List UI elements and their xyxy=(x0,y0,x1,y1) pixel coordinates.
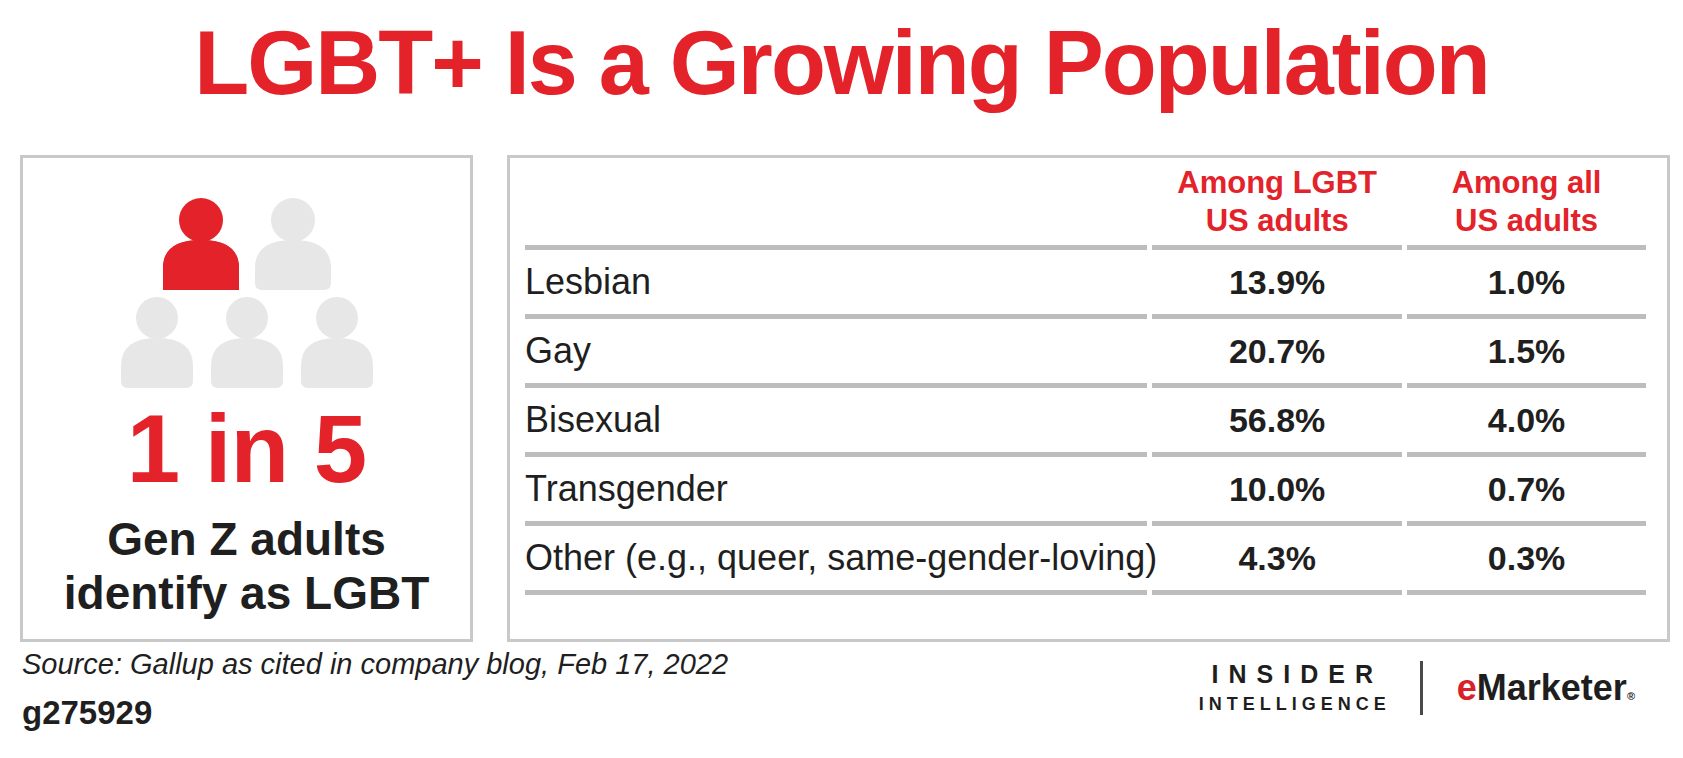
row-value-all: 1.5% xyxy=(1407,319,1646,388)
insider-logo-line2: INTELLIGENCE xyxy=(1199,694,1391,715)
infographic-canvas: LGBT+ Is a Growing Population xyxy=(0,0,1683,758)
person-icon-gray xyxy=(211,297,283,388)
highlight-panel: 1 in 5 Gen Z adults identify as LGBT xyxy=(20,155,473,642)
table-row: Transgender 10.0% 0.7% xyxy=(525,457,1646,526)
source-note: Source: Gallup as cited in company blog,… xyxy=(22,648,728,681)
table-corner-cell xyxy=(525,158,1147,250)
table-row: Gay 20.7% 1.5% xyxy=(525,319,1646,388)
emarketer-e-icon: e xyxy=(1457,667,1477,708)
row-value-all: 1.0% xyxy=(1407,250,1646,319)
table-row: Lesbian 13.9% 1.0% xyxy=(525,250,1646,319)
people-crowd-icon xyxy=(121,198,373,390)
person-icon-gray xyxy=(255,198,331,290)
stat-description-line2: identify as LGBT xyxy=(23,566,470,620)
chart-id: g275929 xyxy=(22,694,152,732)
row-value-all: 0.7% xyxy=(1407,457,1646,526)
brand-logos: INSIDER INTELLIGENCE eMarketer® xyxy=(1199,660,1635,715)
row-value-all: 4.0% xyxy=(1407,388,1646,457)
stat-value: 1 in 5 xyxy=(23,401,470,497)
stat-description: Gen Z adults identify as LGBT xyxy=(23,512,470,621)
registered-trademark-icon: ® xyxy=(1627,690,1635,702)
row-value-lgbt: 10.0% xyxy=(1152,457,1402,526)
row-value-lgbt: 13.9% xyxy=(1152,250,1402,319)
row-value-lgbt: 56.8% xyxy=(1152,388,1402,457)
person-icon-gray xyxy=(301,297,373,388)
logo-divider xyxy=(1420,661,1423,715)
column-header-among-all: Among all US adults xyxy=(1407,158,1646,250)
insider-logo-line1: INSIDER xyxy=(1199,660,1396,689)
insider-intelligence-logo: INSIDER INTELLIGENCE xyxy=(1199,660,1386,715)
table-row: Other (e.g., queer, same-gender-loving) … xyxy=(525,526,1646,595)
row-value-lgbt: 4.3% xyxy=(1152,526,1402,595)
table-header-row: Among LGBT US adults Among all US adults xyxy=(525,158,1646,250)
stat-description-line1: Gen Z adults xyxy=(23,512,470,566)
row-label: Other (e.g., queer, same-gender-loving) xyxy=(525,526,1147,595)
data-table-panel: Among LGBT US adults Among all US adults… xyxy=(507,155,1670,642)
row-label: Gay xyxy=(525,319,1147,388)
row-label: Transgender xyxy=(525,457,1147,526)
chart-title: LGBT+ Is a Growing Population xyxy=(0,16,1683,111)
stats-table: Among LGBT US adults Among all US adults… xyxy=(520,158,1651,595)
row-label: Bisexual xyxy=(525,388,1147,457)
emarketer-wordmark: Marketer xyxy=(1477,667,1627,708)
table-row: Bisexual 56.8% 4.0% xyxy=(525,388,1646,457)
column-header-among-lgbt: Among LGBT US adults xyxy=(1152,158,1402,250)
emarketer-logo: eMarketer® xyxy=(1457,667,1635,709)
row-value-all: 0.3% xyxy=(1407,526,1646,595)
people-group-icon xyxy=(23,198,470,390)
person-icon-gray xyxy=(121,297,193,388)
row-label: Lesbian xyxy=(525,250,1147,319)
person-icon-red xyxy=(163,198,239,290)
row-value-lgbt: 20.7% xyxy=(1152,319,1402,388)
